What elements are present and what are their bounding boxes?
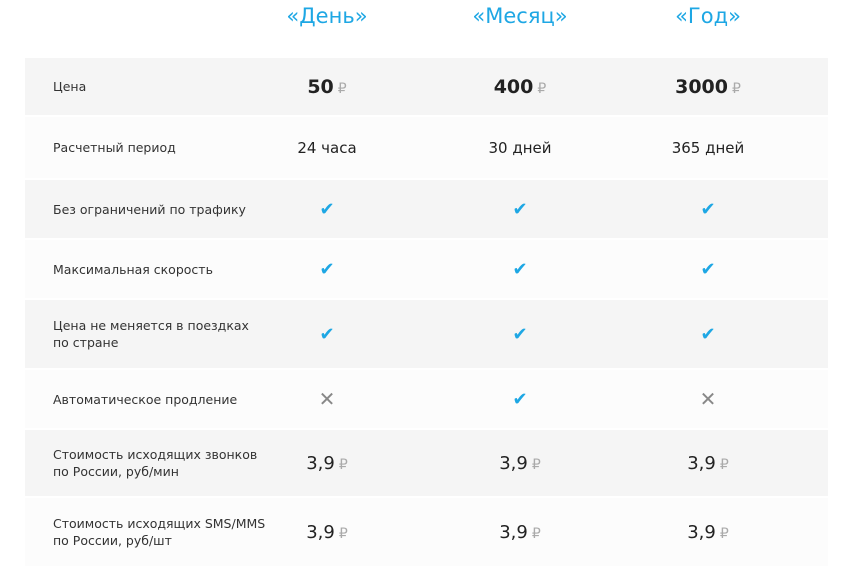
cell-price: 50 ₽ <box>227 76 427 98</box>
row-label: Без ограничений по трафику <box>53 201 246 217</box>
ruble-sign: ₽ <box>537 80 547 97</box>
cell-price: 3,9 ₽ <box>227 453 427 474</box>
table-row: Стоимость исходящих SMS/MMS по России, р… <box>25 498 828 568</box>
cell-price: 400 ₽ <box>420 76 620 98</box>
check-icon: ✔ <box>512 198 528 220</box>
row-label: Стоимость исходящих звонков по России, р… <box>53 447 258 479</box>
check-icon: ✔ <box>512 323 528 345</box>
price-value: 3,9 <box>687 521 716 543</box>
price-value: 3,9 <box>306 521 335 543</box>
cell-value: 365 дней <box>671 138 745 157</box>
plan-headers: «День» «Месяц» «Год» <box>0 4 850 44</box>
ruble-sign: ₽ <box>337 80 347 97</box>
cell-price: 3,9 ₽ <box>608 453 808 474</box>
cell-price: 3,9 ₽ <box>420 522 620 543</box>
cell-value: 30 дней <box>488 138 552 157</box>
row-label: Стоимость исходящих SMS/MMS по России, р… <box>53 516 266 548</box>
price-value: 3000 <box>675 75 728 98</box>
ruble-sign: ₽ <box>731 80 741 97</box>
ruble-sign: ₽ <box>338 525 348 542</box>
check-icon: ✔ <box>319 198 335 220</box>
price-value: 3,9 <box>499 521 528 543</box>
row-label: Цена <box>53 79 87 94</box>
cell-price: 3,9 ₽ <box>608 522 808 543</box>
cross-icon: ✕ <box>699 387 717 411</box>
row-label: Цена не меняется в поездках по стране <box>53 318 249 350</box>
table-row: Цена 50 ₽400 ₽3000 ₽ <box>25 58 828 117</box>
cross-icon: ✕ <box>318 387 336 411</box>
row-label: Максимальная скорость <box>53 261 213 277</box>
price-value: 3,9 <box>687 452 716 474</box>
ruble-sign: ₽ <box>719 525 729 542</box>
ruble-sign: ₽ <box>719 456 729 473</box>
table-row: Расчетный период 24 часа 30 дней 365 дней <box>25 117 828 180</box>
plan-header-month: «Месяц» <box>472 4 568 28</box>
comparison-table: Цена 50 ₽400 ₽3000 ₽ Расчетный период 24 часа 3… <box>25 58 828 568</box>
table-row: Без ограничений по трафику ✔ ✔ ✔ <box>25 180 828 240</box>
check-icon: ✔ <box>319 323 335 345</box>
price-value: 3,9 <box>306 452 335 474</box>
price-value: 50 <box>307 75 334 98</box>
cell-price: 3,9 ₽ <box>227 522 427 543</box>
check-icon: ✔ <box>700 198 716 220</box>
plan-header-year: «Год» <box>675 4 741 28</box>
table-row: Цена не меняется в поездках по стране ✔ ✔ ✔ <box>25 300 828 370</box>
table-row: Максимальная скорость ✔ ✔ ✔ <box>25 240 828 300</box>
cell-value: 24 часа <box>297 138 357 157</box>
table-row: Автоматическое продление ✕ ✔ ✕ <box>25 370 828 430</box>
row-label: Расчетный период <box>53 140 176 155</box>
plan-header-day: «День» <box>286 4 368 28</box>
check-icon: ✔ <box>700 323 716 345</box>
ruble-sign: ₽ <box>531 525 541 542</box>
cell-price: 3000 ₽ <box>608 76 808 98</box>
ruble-sign: ₽ <box>338 456 348 473</box>
cell-price: 3,9 ₽ <box>420 453 620 474</box>
check-icon: ✔ <box>512 388 528 410</box>
price-value: 3,9 <box>499 452 528 474</box>
row-label: Автоматическое продление <box>53 391 238 407</box>
price-value: 400 <box>493 75 534 98</box>
check-icon: ✔ <box>512 258 528 280</box>
check-icon: ✔ <box>700 258 716 280</box>
ruble-sign: ₽ <box>531 456 541 473</box>
check-icon: ✔ <box>319 258 335 280</box>
table-row: Стоимость исходящих звонков по России, р… <box>25 430 828 498</box>
